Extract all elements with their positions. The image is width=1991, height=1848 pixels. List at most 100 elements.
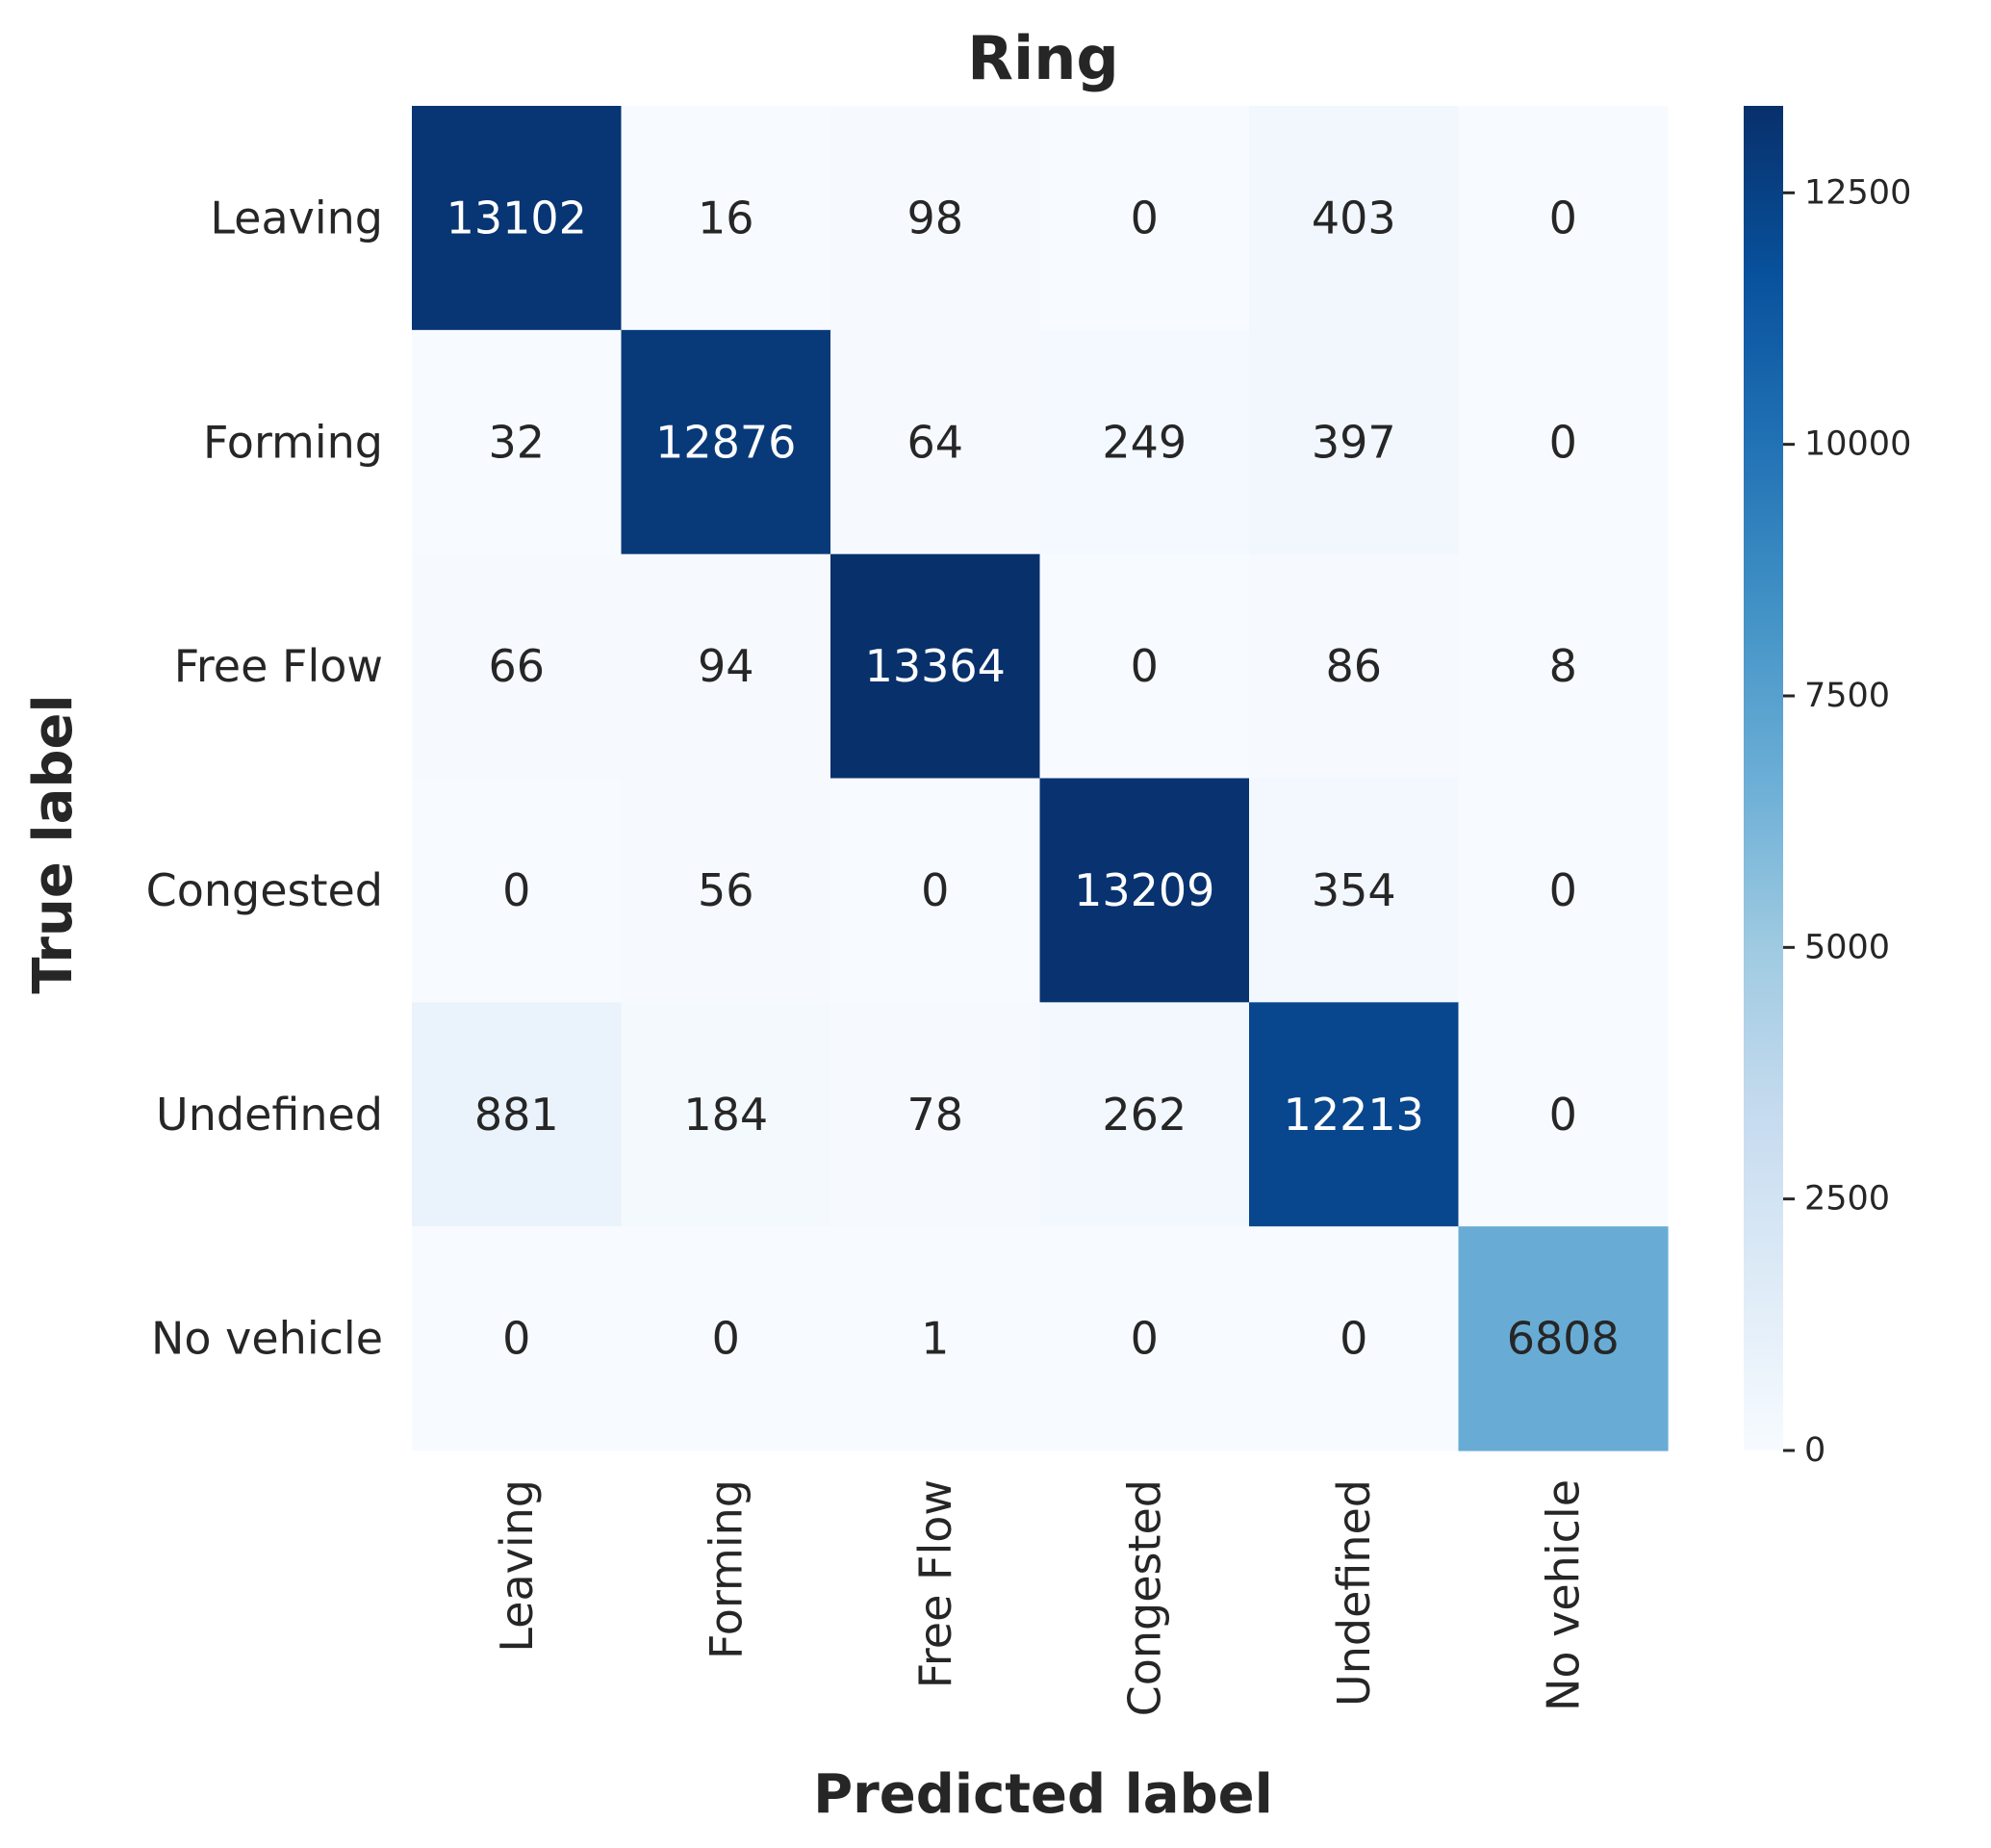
colorbar-tick-label: 7500 xyxy=(1804,677,1890,715)
x-tick-label: Undefined xyxy=(1328,1479,1380,1707)
heatmap-cell xyxy=(1249,553,1460,780)
heatmap-cell xyxy=(621,106,831,331)
heatmap-cell xyxy=(412,1226,623,1451)
x-tick-label: Congested xyxy=(1118,1479,1170,1716)
heatmap-cell xyxy=(830,1226,1041,1451)
cell-value-label: 262 xyxy=(1102,1089,1187,1141)
x-axis-title: Predicted label xyxy=(813,1763,1273,1826)
cell-value-label: 0 xyxy=(1549,416,1577,468)
heatmap-cell-labels: 13102 16 98 0 403 0 32 12876 64 249 397 0 66 94 13364 0… xyxy=(447,192,1620,1364)
cell-value-label: 0 xyxy=(1340,1313,1367,1365)
y-tick-label: Undefined xyxy=(156,1089,383,1141)
heatmap-cells xyxy=(412,106,1669,1451)
cell-value-label: 881 xyxy=(474,1089,559,1141)
colorbar-tick-label: 12500 xyxy=(1804,173,1911,212)
cell-value-label: 403 xyxy=(1312,192,1396,244)
y-tick-label: Forming xyxy=(203,416,383,468)
chart-title: Ring xyxy=(967,23,1119,93)
heatmap-cell xyxy=(1458,1226,1669,1451)
heatmap-cell xyxy=(412,329,623,555)
heatmap-cell xyxy=(621,553,831,780)
heatmap-cell xyxy=(1039,778,1250,1003)
cell-value-label: 12213 xyxy=(1284,1089,1424,1141)
heatmap-cell xyxy=(1039,106,1250,331)
x-tick-label: Forming xyxy=(700,1479,752,1659)
y-axis-title: True label xyxy=(22,694,85,993)
cell-value-label: 94 xyxy=(698,640,754,692)
y-tick-label: Leaving xyxy=(210,192,383,244)
cell-value-label: 184 xyxy=(683,1089,768,1141)
cell-value-label: 1 xyxy=(921,1313,949,1365)
cell-value-label: 397 xyxy=(1312,416,1396,468)
cell-value-label: 98 xyxy=(906,192,963,244)
cell-value-label: 0 xyxy=(502,1313,530,1365)
heatmap-cell xyxy=(1458,329,1669,555)
heatmap-cell xyxy=(1458,778,1669,1003)
heatmap-cell xyxy=(1249,106,1460,331)
cell-value-label: 16 xyxy=(698,192,754,244)
colorbar-tick-label: 10000 xyxy=(1804,425,1911,464)
heatmap-cell xyxy=(830,553,1041,780)
heatmap-cell xyxy=(1039,329,1250,555)
cell-value-label: 64 xyxy=(906,416,963,468)
cell-value-label: 12876 xyxy=(655,416,796,468)
cell-value-label: 13102 xyxy=(447,192,587,244)
y-tick-label: Free Flow xyxy=(174,640,383,692)
x-tick-labels: Leaving Forming Free Flow Congested Undefine… xyxy=(491,1479,1590,1716)
heatmap-cell xyxy=(621,1226,831,1451)
colorbar xyxy=(1744,106,1783,1450)
heatmap-cell xyxy=(830,1002,1041,1227)
x-tick-label: No vehicle xyxy=(1537,1479,1589,1711)
y-tick-label: No vehicle xyxy=(151,1313,383,1365)
heatmap-cell xyxy=(1249,1226,1460,1451)
heatmap-cell xyxy=(830,329,1041,555)
cell-value-label: 13209 xyxy=(1074,864,1214,916)
cell-value-label: 0 xyxy=(1131,1313,1159,1365)
y-tick-label: Congested xyxy=(146,864,383,916)
cell-value-label: 0 xyxy=(1131,192,1159,244)
cell-value-label: 354 xyxy=(1312,864,1396,916)
heatmap-cell xyxy=(412,553,623,780)
colorbar-tick-label: 2500 xyxy=(1804,1180,1890,1219)
heatmap-cell xyxy=(1039,553,1250,780)
heatmap-cell xyxy=(1249,778,1460,1003)
x-tick-label: Free Flow xyxy=(909,1479,961,1688)
cell-value-label: 66 xyxy=(488,640,545,692)
cell-value-label: 8 xyxy=(1549,640,1577,692)
cell-value-label: 0 xyxy=(1549,192,1577,244)
cell-value-label: 86 xyxy=(1325,640,1382,692)
cell-value-label: 0 xyxy=(1549,864,1577,916)
cell-value-label: 6808 xyxy=(1507,1313,1620,1365)
heatmap-cell xyxy=(1458,553,1669,780)
heatmap-cell xyxy=(1458,106,1669,331)
colorbar-ticks: 0 2500 5000 7500 10000 12500 xyxy=(1783,173,1911,1470)
heatmap-cell xyxy=(412,778,623,1003)
cell-value-label: 56 xyxy=(698,864,754,916)
cell-value-label: 0 xyxy=(1549,1089,1577,1141)
y-tick-labels: Leaving Forming Free Flow Congested Undefine… xyxy=(146,192,383,1364)
heatmap-cell xyxy=(412,106,623,331)
heatmap-cell xyxy=(830,778,1041,1003)
heatmap-cell xyxy=(1039,1002,1250,1227)
x-tick-label: Leaving xyxy=(491,1479,543,1653)
cell-value-label: 249 xyxy=(1102,416,1187,468)
cell-value-label: 13364 xyxy=(865,640,1006,692)
heatmap-cell xyxy=(1249,1002,1460,1227)
heatmap-cell xyxy=(621,1002,831,1227)
heatmap-cell xyxy=(1458,1002,1669,1227)
cell-value-label: 0 xyxy=(1131,640,1159,692)
heatmap-cell xyxy=(830,106,1041,331)
cell-value-label: 0 xyxy=(921,864,949,916)
heatmap-cell xyxy=(1039,1226,1250,1451)
colorbar-tick-label: 5000 xyxy=(1804,928,1890,966)
cell-value-label: 0 xyxy=(502,864,530,916)
heatmap-cell xyxy=(621,329,831,555)
heatmap-cell xyxy=(1249,329,1460,555)
cell-value-label: 0 xyxy=(712,1313,740,1365)
cell-value-label: 32 xyxy=(488,416,545,468)
colorbar-tick-label: 0 xyxy=(1804,1431,1825,1470)
heatmap-cell xyxy=(412,1002,623,1227)
heatmap-cell xyxy=(621,778,831,1003)
cell-value-label: 78 xyxy=(906,1089,963,1141)
